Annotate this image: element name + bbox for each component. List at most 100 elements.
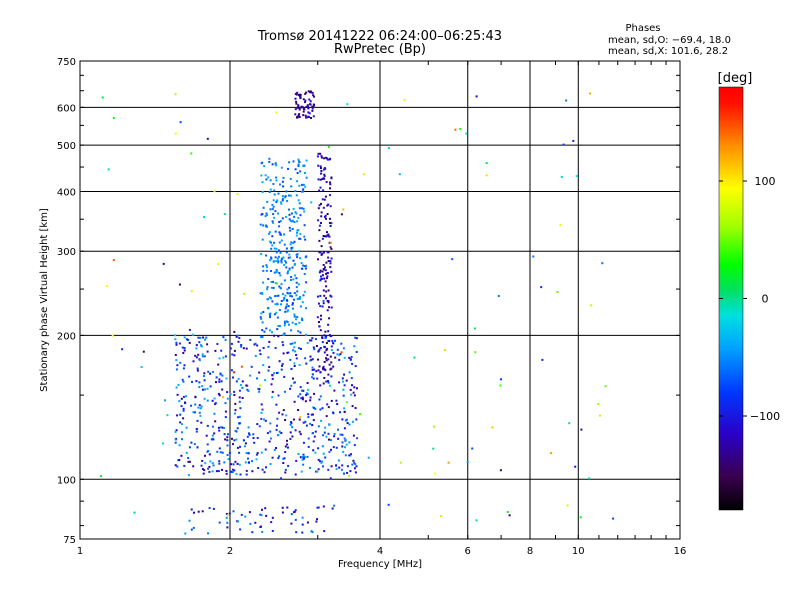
data-point bbox=[261, 335, 264, 338]
data-point bbox=[398, 173, 401, 176]
data-point bbox=[289, 220, 292, 223]
data-point bbox=[329, 477, 332, 480]
data-point bbox=[323, 431, 326, 434]
data-point bbox=[302, 114, 305, 117]
data-point bbox=[341, 380, 344, 383]
data-point bbox=[211, 371, 214, 373]
data-point bbox=[304, 114, 307, 117]
data-point bbox=[288, 268, 291, 271]
data-point bbox=[344, 446, 346, 449]
data-point bbox=[354, 407, 357, 409]
data-point bbox=[303, 172, 306, 174]
data-point bbox=[268, 240, 271, 243]
data-point bbox=[336, 353, 339, 356]
data-point bbox=[294, 168, 297, 171]
data-point bbox=[308, 98, 311, 101]
data-point bbox=[324, 156, 327, 159]
data-point bbox=[267, 369, 270, 372]
data-point bbox=[320, 170, 323, 172]
data-point bbox=[220, 380, 223, 383]
data-point bbox=[232, 468, 235, 471]
data-point bbox=[275, 260, 278, 263]
data-point bbox=[343, 373, 346, 376]
data-point bbox=[293, 341, 296, 344]
data-point bbox=[327, 323, 330, 326]
data-point bbox=[319, 269, 322, 272]
data-point bbox=[325, 217, 327, 220]
data-point bbox=[268, 340, 271, 343]
data-point bbox=[190, 528, 193, 531]
data-point bbox=[222, 336, 225, 339]
data-point bbox=[316, 470, 319, 473]
data-point bbox=[269, 422, 272, 425]
data-point bbox=[282, 293, 284, 295]
data-point bbox=[303, 457, 305, 460]
data-point bbox=[211, 462, 214, 465]
data-point bbox=[235, 335, 238, 338]
data-point bbox=[211, 470, 214, 473]
data-point bbox=[315, 370, 318, 373]
data-point bbox=[263, 330, 266, 333]
data-point bbox=[261, 329, 264, 332]
data-point bbox=[317, 425, 320, 428]
data-point bbox=[188, 328, 191, 331]
data-point bbox=[327, 233, 330, 236]
data-point bbox=[240, 345, 243, 348]
data-point bbox=[252, 433, 255, 436]
data-point bbox=[224, 355, 227, 358]
data-point bbox=[454, 128, 457, 131]
data-point bbox=[187, 338, 190, 341]
data-point bbox=[297, 395, 300, 398]
data-point bbox=[278, 411, 281, 414]
data-point bbox=[226, 397, 229, 400]
data-point bbox=[302, 463, 305, 466]
data-point bbox=[268, 191, 271, 193]
data-point bbox=[269, 312, 272, 315]
data-point bbox=[277, 249, 280, 252]
data-point bbox=[326, 158, 329, 161]
data-point bbox=[112, 116, 115, 119]
data-point bbox=[276, 302, 279, 305]
data-point bbox=[319, 165, 322, 168]
data-point bbox=[312, 105, 315, 108]
data-point bbox=[337, 459, 340, 462]
data-point bbox=[226, 454, 229, 456]
data-point bbox=[179, 413, 182, 416]
data-point bbox=[274, 346, 277, 349]
data-point bbox=[284, 195, 287, 198]
data-point bbox=[261, 508, 263, 511]
data-point bbox=[294, 509, 297, 512]
data-point bbox=[329, 439, 332, 442]
data-point bbox=[329, 294, 332, 297]
data-point bbox=[328, 221, 331, 224]
data-point bbox=[301, 301, 304, 304]
data-point bbox=[341, 418, 344, 421]
data-point bbox=[262, 265, 265, 268]
colorbar-tick-label: 0 bbox=[762, 293, 769, 306]
data-point bbox=[326, 354, 329, 357]
data-point bbox=[485, 162, 488, 165]
data-point bbox=[296, 180, 299, 183]
data-point bbox=[284, 307, 287, 310]
data-point bbox=[304, 400, 307, 403]
chart-subtitle: RwPretec (Bp) bbox=[334, 42, 426, 57]
data-point bbox=[302, 389, 305, 392]
data-point bbox=[226, 391, 229, 394]
data-point bbox=[270, 270, 272, 272]
data-point bbox=[330, 257, 333, 260]
data-point bbox=[262, 364, 265, 367]
data-point bbox=[367, 456, 370, 459]
data-point bbox=[175, 343, 178, 346]
data-point bbox=[247, 452, 250, 455]
data-point bbox=[277, 433, 280, 436]
data-point bbox=[282, 298, 285, 301]
data-point bbox=[182, 352, 185, 354]
data-point bbox=[327, 468, 330, 471]
data-point bbox=[266, 288, 269, 291]
data-point bbox=[291, 220, 294, 223]
data-point bbox=[223, 426, 225, 429]
data-point bbox=[350, 393, 353, 396]
data-point bbox=[279, 220, 282, 223]
data-point bbox=[311, 424, 314, 426]
